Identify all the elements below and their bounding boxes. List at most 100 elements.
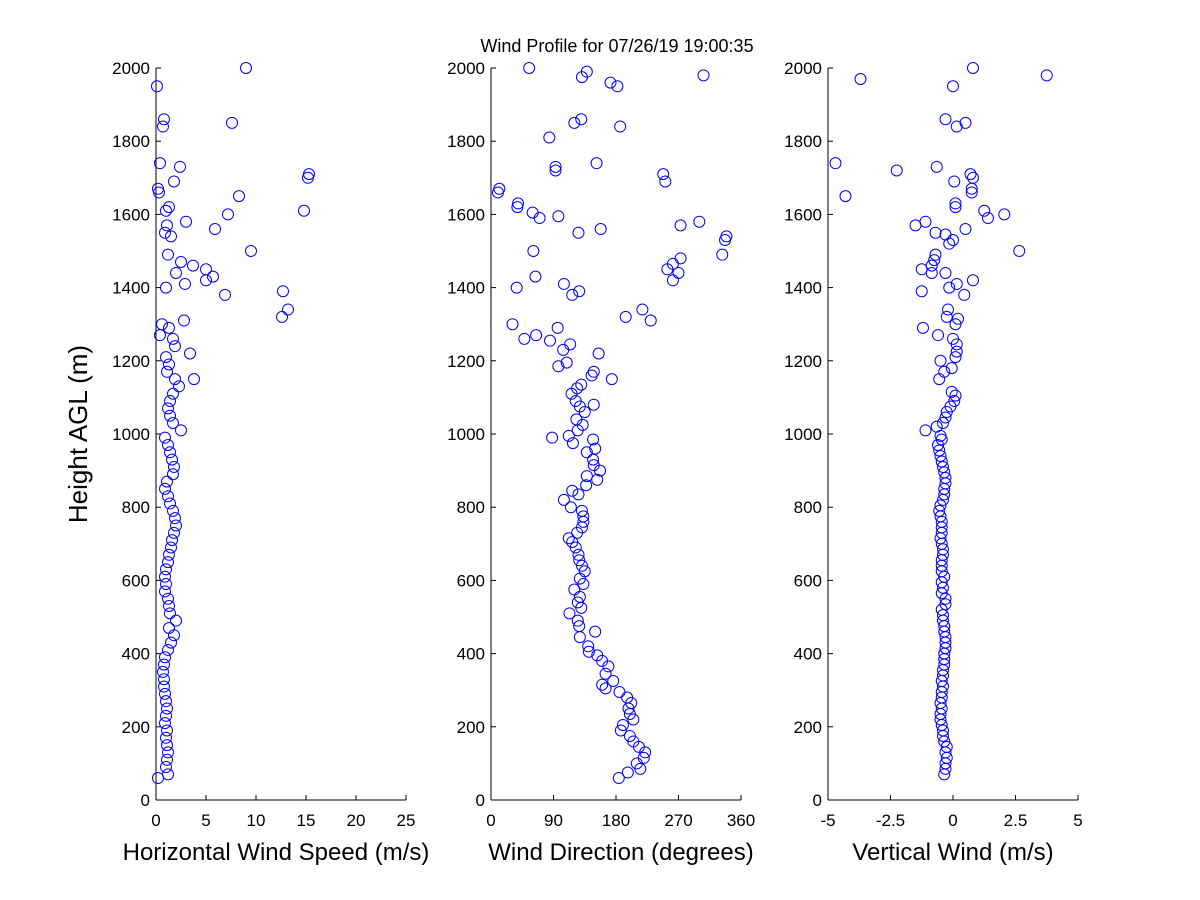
y-tick-label: 200	[457, 718, 485, 737]
data-point	[552, 210, 565, 223]
data-point	[533, 212, 546, 225]
x-tick-label: 360	[727, 811, 755, 830]
data-point	[562, 532, 575, 545]
data-point	[909, 219, 922, 232]
data-point	[200, 263, 212, 276]
data-point	[949, 351, 962, 364]
data-point	[623, 729, 636, 742]
data-point	[162, 556, 174, 569]
data-point	[506, 318, 519, 331]
data-point	[163, 621, 175, 634]
series-wind-direction	[491, 62, 733, 785]
data-point	[566, 288, 579, 301]
data-point	[720, 230, 733, 243]
data-point	[170, 266, 182, 279]
data-point	[303, 168, 315, 181]
y-tick-label: 200	[122, 718, 150, 737]
data-point	[162, 643, 174, 656]
data-point	[582, 640, 595, 653]
data-point	[949, 197, 962, 210]
data-point	[572, 226, 585, 239]
data-point	[569, 395, 582, 408]
data-point	[915, 285, 928, 298]
data-point	[170, 614, 182, 627]
y-tick-label: 0	[141, 791, 150, 810]
y-tick-label: 1800	[447, 132, 485, 151]
data-point	[162, 746, 174, 759]
data-point	[180, 215, 192, 228]
y-tick-label: 800	[457, 498, 485, 517]
y-tick-label: 600	[794, 571, 822, 590]
data-point	[161, 739, 173, 752]
data-point	[967, 62, 979, 74]
data-point	[575, 504, 588, 517]
data-point	[998, 208, 1011, 221]
data-point	[175, 255, 187, 268]
data-point	[949, 389, 962, 402]
data-point	[934, 449, 947, 462]
data-point	[163, 321, 175, 334]
data-point	[568, 116, 581, 129]
data-point	[587, 365, 600, 378]
data-point	[161, 219, 173, 232]
data-point	[919, 215, 932, 228]
data-point	[599, 682, 612, 695]
data-point	[636, 303, 649, 316]
x-tick-label: 5	[201, 811, 210, 830]
data-point	[982, 212, 994, 225]
data-point	[939, 471, 952, 484]
data-point	[158, 673, 170, 686]
data-point	[160, 578, 172, 591]
data-point	[560, 356, 573, 369]
data-point	[156, 318, 168, 331]
data-point	[162, 768, 174, 781]
y-tick-label: 2000	[784, 59, 822, 78]
data-point	[580, 479, 593, 492]
y-axis-label: Height AGL (m)	[63, 345, 93, 523]
y-tick-label: 600	[457, 571, 485, 590]
data-point	[160, 761, 172, 774]
data-point	[219, 288, 231, 301]
data-point	[604, 76, 617, 89]
data-point	[557, 277, 570, 290]
data-point	[566, 535, 579, 548]
data-point	[161, 365, 173, 378]
data-point	[937, 609, 949, 622]
data-point	[637, 751, 650, 764]
data-point	[589, 442, 602, 455]
data-point	[164, 409, 176, 422]
data-point	[164, 395, 176, 408]
data-point	[939, 113, 952, 126]
data-point	[937, 417, 949, 430]
data-point	[952, 312, 964, 325]
data-point	[161, 724, 173, 737]
data-point	[562, 429, 575, 442]
data-point	[596, 678, 609, 691]
x-tick-label: 90	[544, 811, 563, 830]
data-point	[934, 354, 947, 367]
data-point	[1013, 245, 1026, 257]
data-point	[245, 245, 257, 257]
data-point	[160, 281, 172, 294]
data-point	[167, 417, 179, 430]
x-tick-label: -2.5	[876, 811, 905, 830]
data-point	[942, 303, 954, 316]
data-point	[674, 219, 687, 232]
data-point	[572, 548, 585, 561]
data-point	[159, 226, 171, 239]
data-point	[167, 504, 179, 517]
data-point	[174, 160, 186, 173]
data-point	[672, 266, 685, 279]
data-point	[165, 636, 177, 649]
y-tick-label: 1800	[784, 132, 822, 151]
data-point	[240, 62, 252, 74]
data-point	[607, 675, 620, 688]
data-point	[161, 753, 173, 766]
y-tick-label: 400	[122, 645, 150, 664]
data-point	[948, 175, 961, 188]
data-point	[575, 113, 588, 126]
data-point	[950, 345, 963, 358]
data-point	[200, 274, 212, 287]
x-axis-label-vertical-wind: Vertical Wind (m/s)	[852, 839, 1053, 866]
